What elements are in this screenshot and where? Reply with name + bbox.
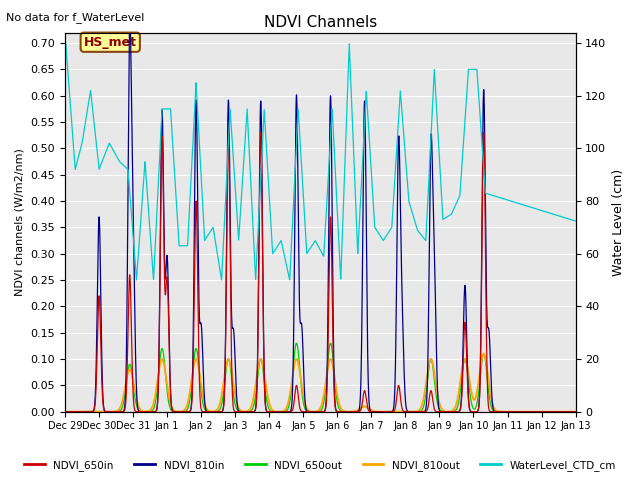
Title: NDVI Channels: NDVI Channels: [264, 15, 377, 30]
Legend: NDVI_650in, NDVI_810in, NDVI_650out, NDVI_810out, WaterLevel_CTD_cm: NDVI_650in, NDVI_810in, NDVI_650out, NDV…: [20, 456, 620, 475]
Text: No data for f_WaterLevel: No data for f_WaterLevel: [6, 12, 145, 23]
Y-axis label: NDVI channels (W/m2/nm): NDVI channels (W/m2/nm): [15, 148, 25, 296]
Text: HS_met: HS_met: [84, 36, 137, 48]
Y-axis label: Water Level (cm): Water Level (cm): [612, 168, 625, 276]
